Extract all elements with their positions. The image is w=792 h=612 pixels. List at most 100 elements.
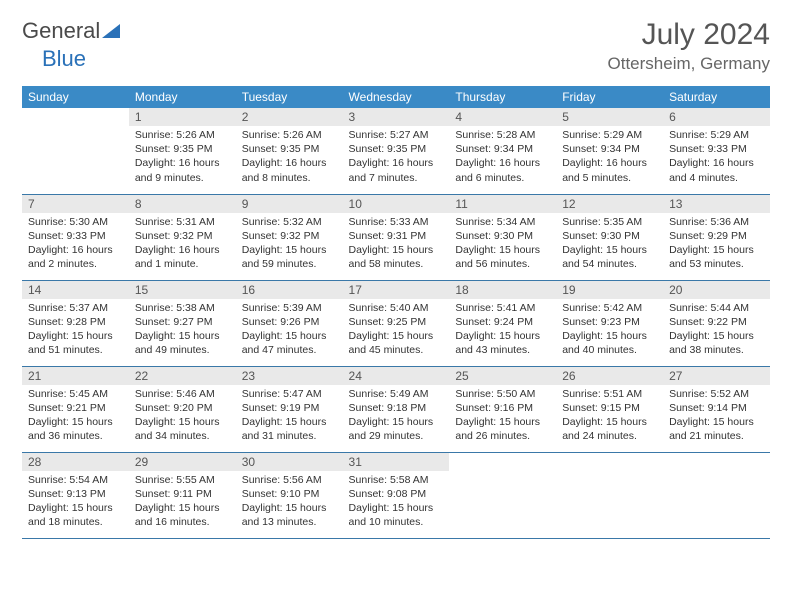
day-details: Sunrise: 5:31 AMSunset: 9:32 PMDaylight:…	[129, 213, 236, 276]
calendar-day-cell: 26Sunrise: 5:51 AMSunset: 9:15 PMDayligh…	[556, 366, 663, 452]
calendar-day-cell: 29Sunrise: 5:55 AMSunset: 9:11 PMDayligh…	[129, 452, 236, 538]
day-details: Sunrise: 5:44 AMSunset: 9:22 PMDaylight:…	[663, 299, 770, 362]
day-number: 6	[663, 108, 770, 126]
calendar-day-cell: 21Sunrise: 5:45 AMSunset: 9:21 PMDayligh…	[22, 366, 129, 452]
calendar-day-cell: 13Sunrise: 5:36 AMSunset: 9:29 PMDayligh…	[663, 194, 770, 280]
day-details: Sunrise: 5:29 AMSunset: 9:33 PMDaylight:…	[663, 126, 770, 189]
calendar-day-cell: 28Sunrise: 5:54 AMSunset: 9:13 PMDayligh…	[22, 452, 129, 538]
day-details: Sunrise: 5:47 AMSunset: 9:19 PMDaylight:…	[236, 385, 343, 448]
day-number: 26	[556, 367, 663, 385]
day-details: Sunrise: 5:41 AMSunset: 9:24 PMDaylight:…	[449, 299, 556, 362]
day-number: 23	[236, 367, 343, 385]
logo-triangle-icon	[102, 18, 120, 44]
calendar-week-row: 7Sunrise: 5:30 AMSunset: 9:33 PMDaylight…	[22, 194, 770, 280]
day-details: Sunrise: 5:45 AMSunset: 9:21 PMDaylight:…	[22, 385, 129, 448]
calendar-day-cell	[663, 452, 770, 538]
calendar-day-cell: 6Sunrise: 5:29 AMSunset: 9:33 PMDaylight…	[663, 108, 770, 194]
calendar-table: Sunday Monday Tuesday Wednesday Thursday…	[22, 86, 770, 539]
day-number: 21	[22, 367, 129, 385]
day-number: 17	[343, 281, 450, 299]
day-details: Sunrise: 5:51 AMSunset: 9:15 PMDaylight:…	[556, 385, 663, 448]
calendar-week-row: 14Sunrise: 5:37 AMSunset: 9:28 PMDayligh…	[22, 280, 770, 366]
day-number: 19	[556, 281, 663, 299]
day-number: 4	[449, 108, 556, 126]
weekday-header: Sunday	[22, 86, 129, 108]
weekday-header: Thursday	[449, 86, 556, 108]
day-number: 9	[236, 195, 343, 213]
day-details: Sunrise: 5:38 AMSunset: 9:27 PMDaylight:…	[129, 299, 236, 362]
calendar-day-cell	[449, 452, 556, 538]
logo-text-2: Blue	[42, 46, 86, 72]
location: Ottersheim, Germany	[608, 54, 771, 74]
calendar-day-cell: 2Sunrise: 5:26 AMSunset: 9:35 PMDaylight…	[236, 108, 343, 194]
calendar-day-cell	[22, 108, 129, 194]
logo-text-1: General	[22, 18, 100, 44]
day-number: 3	[343, 108, 450, 126]
calendar-day-cell: 23Sunrise: 5:47 AMSunset: 9:19 PMDayligh…	[236, 366, 343, 452]
day-details: Sunrise: 5:39 AMSunset: 9:26 PMDaylight:…	[236, 299, 343, 362]
weekday-header: Friday	[556, 86, 663, 108]
calendar-day-cell: 8Sunrise: 5:31 AMSunset: 9:32 PMDaylight…	[129, 194, 236, 280]
day-details: Sunrise: 5:58 AMSunset: 9:08 PMDaylight:…	[343, 471, 450, 534]
day-details: Sunrise: 5:26 AMSunset: 9:35 PMDaylight:…	[129, 126, 236, 189]
day-number: 11	[449, 195, 556, 213]
calendar-day-cell: 24Sunrise: 5:49 AMSunset: 9:18 PMDayligh…	[343, 366, 450, 452]
day-details: Sunrise: 5:30 AMSunset: 9:33 PMDaylight:…	[22, 213, 129, 276]
day-number: 1	[129, 108, 236, 126]
calendar-day-cell: 1Sunrise: 5:26 AMSunset: 9:35 PMDaylight…	[129, 108, 236, 194]
day-details: Sunrise: 5:54 AMSunset: 9:13 PMDaylight:…	[22, 471, 129, 534]
day-number: 10	[343, 195, 450, 213]
logo: General	[22, 18, 120, 44]
day-details: Sunrise: 5:32 AMSunset: 9:32 PMDaylight:…	[236, 213, 343, 276]
calendar-day-cell: 12Sunrise: 5:35 AMSunset: 9:30 PMDayligh…	[556, 194, 663, 280]
day-details: Sunrise: 5:42 AMSunset: 9:23 PMDaylight:…	[556, 299, 663, 362]
weekday-header: Saturday	[663, 86, 770, 108]
day-details: Sunrise: 5:29 AMSunset: 9:34 PMDaylight:…	[556, 126, 663, 189]
calendar-day-cell	[556, 452, 663, 538]
calendar-day-cell: 9Sunrise: 5:32 AMSunset: 9:32 PMDaylight…	[236, 194, 343, 280]
weekday-header: Monday	[129, 86, 236, 108]
day-details: Sunrise: 5:28 AMSunset: 9:34 PMDaylight:…	[449, 126, 556, 189]
calendar-day-cell: 25Sunrise: 5:50 AMSunset: 9:16 PMDayligh…	[449, 366, 556, 452]
calendar-day-cell: 4Sunrise: 5:28 AMSunset: 9:34 PMDaylight…	[449, 108, 556, 194]
calendar-week-row: 21Sunrise: 5:45 AMSunset: 9:21 PMDayligh…	[22, 366, 770, 452]
day-number: 12	[556, 195, 663, 213]
calendar-day-cell: 11Sunrise: 5:34 AMSunset: 9:30 PMDayligh…	[449, 194, 556, 280]
day-number: 8	[129, 195, 236, 213]
calendar-day-cell: 7Sunrise: 5:30 AMSunset: 9:33 PMDaylight…	[22, 194, 129, 280]
calendar-week-row: 28Sunrise: 5:54 AMSunset: 9:13 PMDayligh…	[22, 452, 770, 538]
day-details: Sunrise: 5:50 AMSunset: 9:16 PMDaylight:…	[449, 385, 556, 448]
day-details: Sunrise: 5:40 AMSunset: 9:25 PMDaylight:…	[343, 299, 450, 362]
day-details: Sunrise: 5:34 AMSunset: 9:30 PMDaylight:…	[449, 213, 556, 276]
day-details: Sunrise: 5:52 AMSunset: 9:14 PMDaylight:…	[663, 385, 770, 448]
day-details: Sunrise: 5:37 AMSunset: 9:28 PMDaylight:…	[22, 299, 129, 362]
day-details: Sunrise: 5:33 AMSunset: 9:31 PMDaylight:…	[343, 213, 450, 276]
day-details: Sunrise: 5:56 AMSunset: 9:10 PMDaylight:…	[236, 471, 343, 534]
calendar-day-cell: 16Sunrise: 5:39 AMSunset: 9:26 PMDayligh…	[236, 280, 343, 366]
day-details: Sunrise: 5:36 AMSunset: 9:29 PMDaylight:…	[663, 213, 770, 276]
day-details: Sunrise: 5:55 AMSunset: 9:11 PMDaylight:…	[129, 471, 236, 534]
day-number: 2	[236, 108, 343, 126]
calendar-day-cell: 20Sunrise: 5:44 AMSunset: 9:22 PMDayligh…	[663, 280, 770, 366]
weekday-header-row: Sunday Monday Tuesday Wednesday Thursday…	[22, 86, 770, 108]
day-details: Sunrise: 5:46 AMSunset: 9:20 PMDaylight:…	[129, 385, 236, 448]
header: General July 2024 Ottersheim, Germany	[22, 18, 770, 74]
day-number: 31	[343, 453, 450, 471]
calendar-day-cell: 18Sunrise: 5:41 AMSunset: 9:24 PMDayligh…	[449, 280, 556, 366]
day-details: Sunrise: 5:49 AMSunset: 9:18 PMDaylight:…	[343, 385, 450, 448]
day-details: Sunrise: 5:27 AMSunset: 9:35 PMDaylight:…	[343, 126, 450, 189]
day-number: 22	[129, 367, 236, 385]
calendar-week-row: 1Sunrise: 5:26 AMSunset: 9:35 PMDaylight…	[22, 108, 770, 194]
day-number: 14	[22, 281, 129, 299]
day-number: 5	[556, 108, 663, 126]
day-details: Sunrise: 5:35 AMSunset: 9:30 PMDaylight:…	[556, 213, 663, 276]
day-number: 7	[22, 195, 129, 213]
calendar-day-cell: 17Sunrise: 5:40 AMSunset: 9:25 PMDayligh…	[343, 280, 450, 366]
calendar-day-cell: 3Sunrise: 5:27 AMSunset: 9:35 PMDaylight…	[343, 108, 450, 194]
day-number: 27	[663, 367, 770, 385]
month-title: July 2024	[608, 18, 771, 52]
calendar-day-cell: 22Sunrise: 5:46 AMSunset: 9:20 PMDayligh…	[129, 366, 236, 452]
calendar-day-cell: 5Sunrise: 5:29 AMSunset: 9:34 PMDaylight…	[556, 108, 663, 194]
day-number: 18	[449, 281, 556, 299]
day-number: 30	[236, 453, 343, 471]
